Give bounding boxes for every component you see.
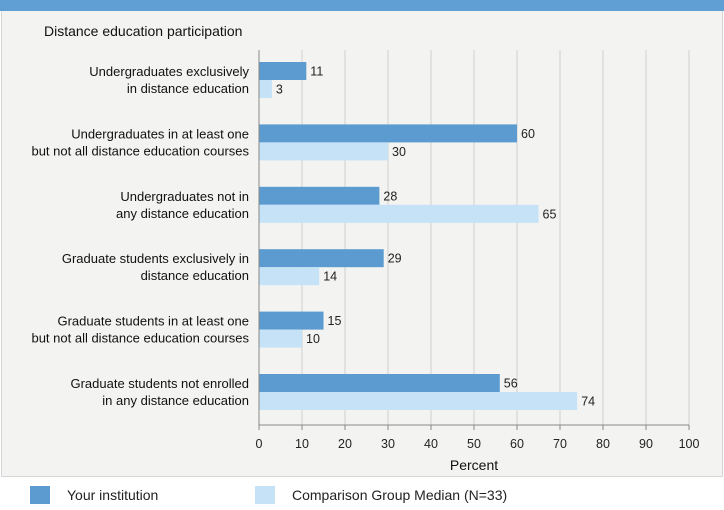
bar-comparison-median <box>259 204 539 223</box>
bar-comparison-median <box>259 267 320 286</box>
bar-value-label: 60 <box>521 127 535 141</box>
legend: Your institution Comparison Group Median… <box>0 478 724 510</box>
x-tick-label: 90 <box>639 437 653 451</box>
bar-value-label: 74 <box>581 395 595 409</box>
bar-value-label: 10 <box>306 332 320 346</box>
legend-label-comparison-median: Comparison Group Median (N=33) <box>292 487 508 503</box>
x-tick-label: 0 <box>256 437 263 451</box>
bar-value-label: 28 <box>383 189 397 203</box>
bar-value-label: 15 <box>328 314 342 328</box>
category-label-line-2: in any distance education <box>102 393 249 408</box>
bar-your-institution <box>259 374 500 392</box>
category-label-line-2: distance education <box>141 268 249 283</box>
bar-your-institution <box>259 62 307 80</box>
bar-your-institution <box>259 186 380 205</box>
category-label-line-1: Undergraduates in at least one <box>71 126 249 141</box>
x-tick-label: 60 <box>510 437 524 451</box>
x-tick-label: 20 <box>338 437 352 451</box>
bar-chart: 11 3 60 30 28 65 29 14 15 10 56 74 Undergraduates e… <box>31 50 700 473</box>
bar-comparison-median <box>259 329 302 348</box>
x-tick-label: 70 <box>553 437 567 451</box>
bar-value-label: 29 <box>388 252 402 266</box>
x-axis-title: Percent <box>450 457 498 473</box>
bar-your-institution <box>259 311 324 330</box>
x-tick-label: 30 <box>381 437 395 451</box>
x-tick-label: 10 <box>295 437 309 451</box>
x-axis: 0 10 20 30 40 50 60 70 80 90 100 Percent <box>256 50 700 473</box>
legend-item-comparison-median: Comparison Group Median (N=33) <box>255 486 507 504</box>
header-accent-bar <box>0 0 724 11</box>
x-tick-label: 40 <box>424 437 438 451</box>
chart-title: Distance education participation <box>44 23 243 39</box>
category-label-line-1: Graduate students not enrolled <box>70 376 249 391</box>
data-labels: 11 3 60 30 28 65 29 14 15 10 56 74 <box>276 65 595 409</box>
bar-value-label: 65 <box>543 207 557 221</box>
bar-comparison-median <box>259 392 578 410</box>
x-tick-label: 80 <box>596 437 610 451</box>
category-label-line-1: Undergraduates exclusively <box>89 64 249 79</box>
category-label-line-1: Undergraduates not in <box>120 189 249 204</box>
category-label-line-1: Graduate students exclusively in <box>62 251 249 266</box>
bar-value-label: 30 <box>392 145 406 159</box>
legend-swatch-comparison-median <box>255 486 275 504</box>
bar-value-label: 56 <box>504 377 518 391</box>
legend-label-your-institution: Your institution <box>67 487 159 503</box>
x-tick-label: 100 <box>679 437 700 451</box>
bar-value-label: 3 <box>276 83 283 97</box>
grid-lines <box>258 50 690 425</box>
category-label-line-1: Graduate students in at least one <box>57 314 249 329</box>
bar-comparison-median <box>259 142 388 161</box>
bar-value-label: 14 <box>323 270 337 284</box>
category-label-line-2: but not all distance education courses <box>31 331 249 346</box>
bar-comparison-median <box>259 80 272 98</box>
legend-item-your-institution: Your institution <box>30 486 158 504</box>
bars <box>259 62 578 410</box>
category-labels: Undergraduates exclusively in distance ed… <box>31 64 249 408</box>
bar-your-institution <box>259 249 384 268</box>
bar-your-institution <box>259 124 517 143</box>
category-label-line-2: but not all distance education courses <box>31 143 249 158</box>
bar-value-label: 11 <box>310 65 323 79</box>
x-tick-label: 50 <box>467 437 481 451</box>
category-label-line-2: in distance education <box>127 81 249 96</box>
category-label-line-2: any distance education <box>116 206 249 221</box>
legend-swatch-your-institution <box>30 486 50 504</box>
